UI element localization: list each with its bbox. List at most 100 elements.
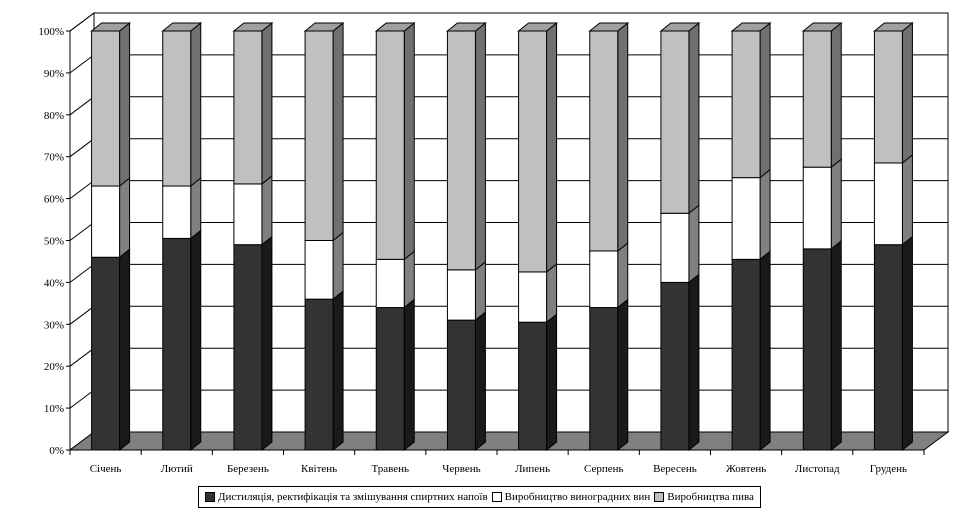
- bar-side: [474, 311, 486, 452]
- bar-side: [474, 21, 486, 271]
- x-tick-label: Березень: [227, 463, 269, 475]
- bar-segment: [589, 307, 619, 451]
- bar-top: [232, 22, 274, 32]
- bar-segment: [802, 248, 832, 451]
- bar-side: [830, 239, 842, 452]
- bar-segment: [446, 269, 476, 321]
- bar-side: [830, 158, 842, 250]
- bar-segment: [446, 319, 476, 451]
- bar-side: [261, 174, 273, 246]
- bar-side: [403, 250, 415, 309]
- y-tick-label: 20%: [44, 361, 64, 373]
- bar-side: [261, 235, 273, 452]
- y-tick-label: 90%: [44, 68, 64, 80]
- legend-item-beer: Виробництва пива: [654, 491, 754, 503]
- bar-segment: [873, 162, 903, 246]
- bar-side: [332, 290, 344, 452]
- legend-swatch-beer: [654, 492, 665, 502]
- bar-top: [374, 22, 416, 32]
- y-tick-label: 0%: [49, 445, 64, 457]
- bar-side: [119, 176, 131, 259]
- gridline-side: [69, 138, 95, 158]
- bar-side: [830, 21, 842, 169]
- gridline-side: [69, 389, 95, 409]
- bar-side: [546, 262, 558, 324]
- y-tick-label: 100%: [38, 26, 64, 38]
- bar-segment: [162, 30, 192, 187]
- bar-top: [872, 22, 914, 32]
- bar-segment: [375, 307, 405, 451]
- gridline-side: [69, 54, 95, 74]
- gridline-side: [69, 347, 95, 367]
- bar-segment: [518, 321, 548, 451]
- bar-side: [546, 313, 558, 452]
- bar-side: [546, 21, 558, 273]
- bar-top: [517, 22, 559, 32]
- legend: Дистиляція, ректифікація та змішування с…: [198, 486, 761, 508]
- bar-side: [190, 21, 202, 188]
- bar-top: [801, 22, 843, 32]
- x-tick-label: Червень: [442, 463, 480, 475]
- gridline-side: [69, 180, 95, 200]
- bar-segment: [660, 281, 690, 451]
- bar-segment: [589, 30, 619, 252]
- bar-side: [403, 298, 415, 452]
- bar-segment: [518, 30, 548, 273]
- bar-top: [730, 22, 772, 32]
- y-tick-label: 30%: [44, 319, 64, 331]
- gridline-side: [69, 12, 95, 32]
- bar-side: [688, 273, 700, 452]
- y-tick-label: 40%: [44, 277, 64, 289]
- y-tick-label: 70%: [44, 152, 64, 164]
- bar-side: [617, 298, 629, 452]
- y-tick-label: 60%: [44, 194, 64, 206]
- bar-side: [688, 204, 700, 284]
- bar-side: [403, 21, 415, 261]
- bar-side: [617, 241, 629, 309]
- bar-top: [303, 22, 345, 32]
- bar-segment: [91, 30, 121, 187]
- bar-side: [901, 21, 913, 165]
- bar-side: [688, 21, 700, 215]
- legend-label-distillation: Дистиляція, ректифікація та змішування с…: [218, 491, 488, 503]
- x-tick-label: Серпень: [584, 463, 624, 475]
- bar-side: [190, 176, 202, 240]
- bar-top: [161, 22, 203, 32]
- x-tick-label: Липень: [515, 463, 550, 475]
- bar-side: [474, 260, 486, 322]
- bar-segment: [304, 298, 334, 451]
- legend-item-distillation: Дистиляція, ректифікація та змішування с…: [205, 491, 488, 503]
- bar-segment: [660, 30, 690, 214]
- x-tick-label: Вересень: [653, 463, 697, 475]
- y-tick-label: 50%: [44, 236, 64, 248]
- gridline-side: [69, 96, 95, 116]
- bar-side: [119, 21, 131, 188]
- x-tick-label: Квітень: [301, 463, 337, 475]
- x-tick-label: Листопад: [795, 463, 840, 475]
- bar-segment: [518, 271, 548, 323]
- bar-segment: [304, 30, 334, 241]
- bar-side: [190, 229, 202, 452]
- x-tick-label: Жовтень: [726, 463, 766, 475]
- legend-swatch-distillation: [205, 492, 215, 502]
- bar-segment: [162, 237, 192, 451]
- x-tick-label: Грудень: [870, 463, 907, 475]
- bar-segment: [233, 183, 263, 246]
- gridline-side: [69, 305, 95, 325]
- legend-label-beer: Виробництва пива: [667, 491, 754, 503]
- bar-side: [119, 248, 131, 452]
- gridline-side: [69, 263, 95, 283]
- bar-segment: [660, 212, 690, 283]
- bar-top: [659, 22, 701, 32]
- bar-segment: [233, 244, 263, 451]
- bar-top: [90, 22, 132, 32]
- bar-segment: [802, 30, 832, 168]
- bar-segment: [91, 256, 121, 451]
- x-tick-label: Січень: [90, 463, 122, 475]
- bar-side: [261, 21, 273, 185]
- bar-side: [901, 153, 913, 246]
- bar-side: [759, 168, 771, 261]
- x-tick-label: Травень: [371, 463, 409, 475]
- bar-segment: [304, 240, 334, 300]
